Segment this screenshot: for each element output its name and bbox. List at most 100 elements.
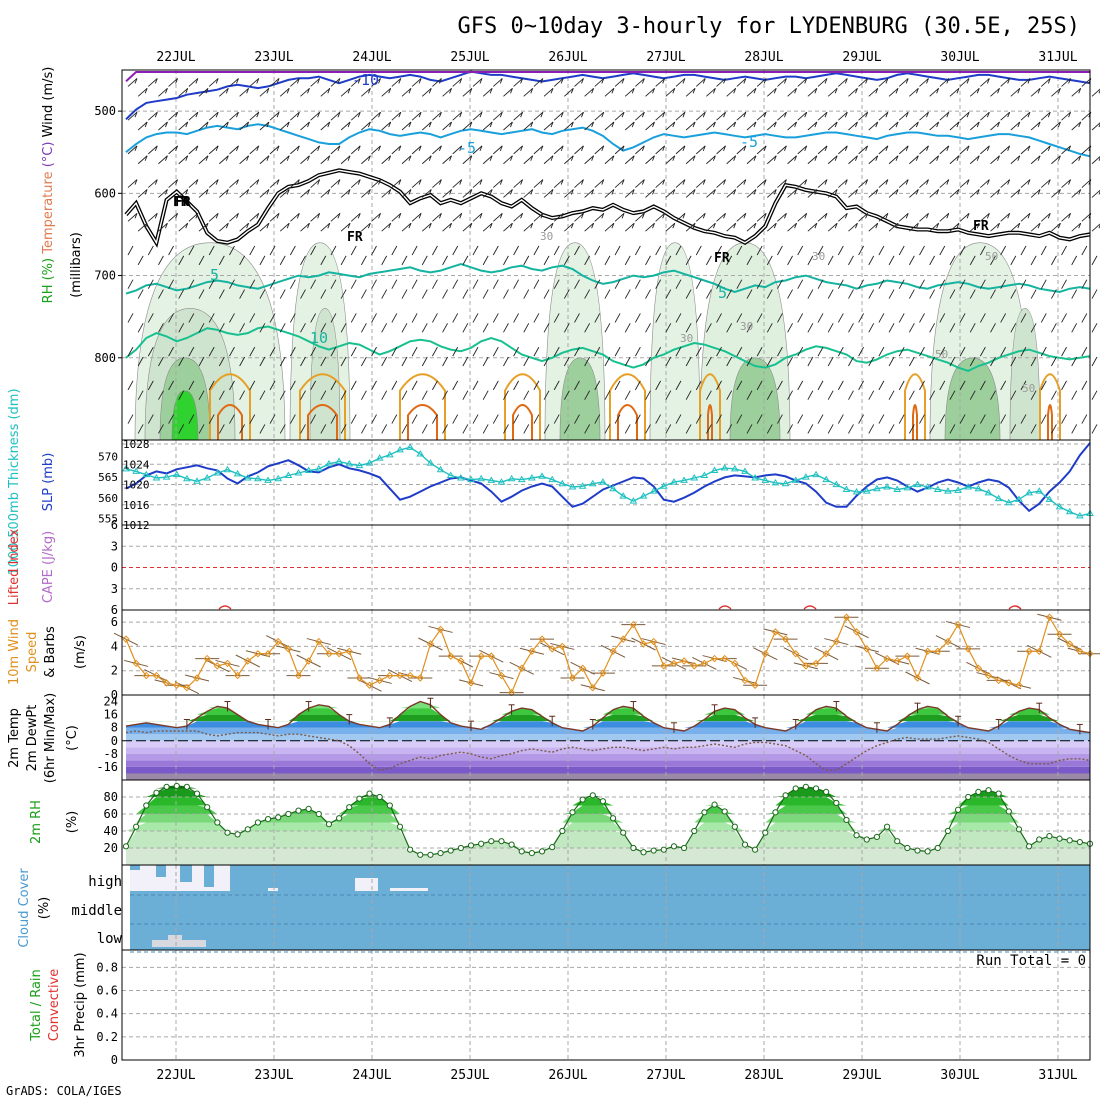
wind-barb: [208, 245, 215, 256]
contour-label: FR: [173, 195, 189, 210]
wind-barb: [168, 145, 178, 155]
thickness-point: [335, 457, 343, 464]
wind-barb: [604, 222, 615, 232]
rh-point: [447, 847, 454, 854]
wind-barb: [432, 313, 438, 323]
wind-barb: [279, 390, 286, 400]
wind-barb: [655, 111, 665, 121]
wind-barb-flag: [520, 111, 524, 118]
wind-barb-flag: [844, 145, 848, 152]
wind-barb-flag: [1068, 213, 1071, 219]
wind-barb: [229, 414, 235, 424]
wind-barb: [1000, 111, 1010, 121]
wind-barb: [421, 356, 428, 367]
wind-barb-flag: [1007, 78, 1011, 84]
li-curve: [218, 605, 232, 610]
rh-point: [883, 823, 891, 830]
wind-barb: [888, 289, 895, 299]
wind-barb: [919, 212, 929, 222]
wind-barb: [746, 121, 757, 131]
wind-barb: [350, 212, 361, 222]
wind-barb: [990, 390, 996, 400]
wind-barb: [218, 356, 225, 367]
wind-barb-flag: [956, 155, 960, 161]
wind-barb: [756, 111, 767, 121]
wind-barb: [1030, 155, 1041, 165]
thickness-point: [213, 469, 222, 476]
wind-barb: [350, 78, 361, 87]
wind-barb-flag: [1017, 121, 1021, 128]
rh-point: [1066, 837, 1073, 844]
precip-axis-label: Total / Rain: [29, 969, 44, 1042]
wind-barb: [787, 424, 793, 434]
wind-barb-flag: [479, 111, 483, 118]
wind-barb: [533, 279, 540, 289]
precip-axis-label-part: Total / Rain: [29, 969, 44, 1042]
rh-point: [528, 850, 535, 857]
wind-barb: [909, 189, 919, 198]
rh-point: [285, 810, 292, 818]
wind-barb: [1000, 414, 1007, 424]
thickness-point: [294, 469, 303, 476]
wind-barb-flag: [540, 111, 544, 118]
contour-label: FR: [175, 195, 191, 210]
wind-barb: [290, 78, 300, 87]
wind-barb: [1091, 189, 1100, 198]
wind-barb: [635, 145, 645, 155]
rh-band: [126, 848, 1090, 865]
pressure-axis-label: (millibars): [69, 232, 84, 298]
wind-barb-flag: [215, 213, 219, 219]
wind-barb: [137, 424, 144, 434]
wind-barb: [340, 289, 347, 299]
wind-barb-flag: [784, 213, 787, 219]
thickness-point: [842, 485, 851, 493]
wind-barb: [452, 346, 459, 357]
wind-barb: [848, 289, 854, 299]
wind-barb-flag: [855, 121, 858, 128]
thickness-point: [852, 488, 861, 495]
wind-barb: [837, 380, 844, 391]
wind-barb: [878, 346, 885, 357]
wind-barb: [675, 212, 686, 222]
wind-barb: [766, 323, 773, 333]
wind-barb-flag: [631, 88, 635, 94]
wind-barb: [1020, 111, 1031, 121]
wind-barb: [706, 189, 716, 198]
wind-barb: [685, 222, 696, 232]
cloud-axis-label: (%): [37, 897, 52, 920]
wind-barb: [665, 222, 676, 232]
wind-barb-flag: [844, 78, 848, 84]
rh-point: [407, 846, 414, 853]
wind-barb: [442, 222, 452, 232]
wind-barb: [411, 414, 418, 424]
thickness-axis-label-part: 1000-500mb Thickness (dm): [7, 388, 22, 575]
wind-barb: [990, 189, 1000, 198]
wind-barb-flag: [672, 189, 676, 195]
wind-barb-flag: [550, 189, 554, 195]
wind-barb-flag: [723, 111, 726, 118]
wind-barb: [523, 155, 534, 165]
wind-speed-point: [639, 640, 648, 648]
wind-barb: [888, 222, 899, 232]
wind-barb-flag: [997, 121, 1000, 128]
wind-barb-flag: [986, 179, 990, 185]
wind-barb: [553, 245, 560, 256]
rh-point: [924, 848, 931, 855]
wind-barb: [624, 323, 631, 333]
wind-barb: [340, 323, 347, 333]
wind-barb-flag: [175, 111, 179, 118]
wind-barb: [807, 323, 814, 333]
wind-barb: [360, 289, 367, 299]
wind-barb-flag: [997, 155, 1000, 161]
wind-barb: [706, 87, 716, 97]
wind-barb: [452, 212, 463, 222]
wind-barb: [614, 380, 621, 391]
wind-barb-flag: [631, 121, 635, 128]
wind-barb: [675, 414, 682, 424]
wind-barb: [878, 111, 889, 121]
wind-barb: [604, 289, 611, 299]
cloud-axis-label: Cloud Cover: [17, 868, 32, 948]
thickness-point: [172, 470, 181, 478]
wind-barb: [868, 255, 875, 266]
wind-barb-flag: [652, 155, 655, 161]
